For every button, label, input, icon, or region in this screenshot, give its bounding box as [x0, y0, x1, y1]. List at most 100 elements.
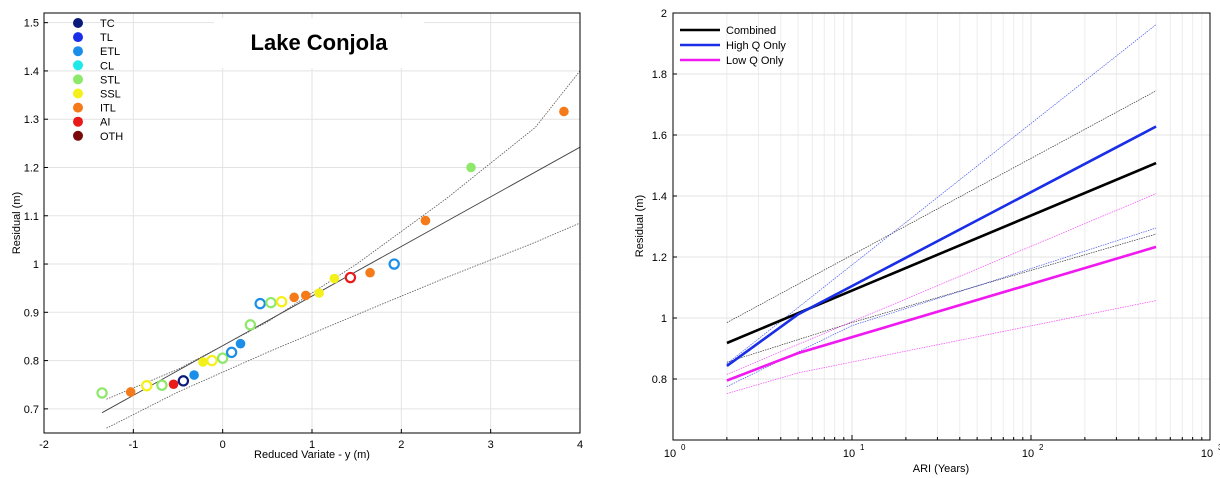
- left-fit-line: [101, 146, 581, 414]
- data-point: [189, 370, 199, 380]
- left-chart-y-ticks: 0.7 0.8 0.9 1 1.1 1.2 1.3 1.4 1.5: [24, 18, 48, 416]
- right-y-tick-label: 0.8: [652, 374, 667, 386]
- right-x-tick-exponent: 3: [1218, 443, 1220, 452]
- data-point: [235, 338, 246, 349]
- data-point: [466, 162, 476, 173]
- left-chart-legend: TC TL ETL CL STL SSL ITL AI OTH: [73, 18, 123, 143]
- legend-label: STL: [100, 74, 120, 86]
- data-point: [420, 215, 431, 226]
- left-y-tick-label: 1.3: [24, 114, 39, 126]
- legend-marker: [73, 60, 83, 71]
- left-chart-grid: [43, 13, 581, 433]
- left-chart-title: Lake Conjola: [251, 30, 389, 55]
- right-y-tick-label: 1.6: [652, 130, 667, 142]
- ci-lower-line: [726, 300, 1157, 394]
- right-x-tick-label: 10: [843, 448, 855, 460]
- right-x-tick-exponent: 2: [1039, 443, 1044, 452]
- right-y-tick-label: 2: [661, 8, 667, 20]
- legend-label: Combined: [726, 25, 776, 37]
- data-point: [275, 295, 288, 308]
- left-y-tick-label: 1.1: [24, 211, 39, 223]
- data-point: [329, 273, 340, 284]
- right-x-tick-exponent: 1: [860, 443, 865, 452]
- legend-marker: [73, 46, 83, 57]
- legend-marker: [73, 88, 83, 99]
- right-chart-series-lines: [726, 125, 1157, 382]
- right-chart-confidence-lines: [726, 24, 1157, 394]
- legend-label: ETL: [100, 46, 120, 58]
- legend-marker: [73, 32, 83, 43]
- data-point: [300, 290, 311, 301]
- chart-lake-conjola: -2 -1 0 1 2 3 4 0.7 0.8 0.9 1 1.1 1.2 1.3 1.4 1.5 Lake…: [11, 12, 583, 461]
- right-x-tick-exponent: 0: [681, 443, 686, 452]
- right-chart-x-label: ARI (Years): [913, 463, 969, 475]
- data-point: [225, 346, 238, 359]
- ci-upper-line: [726, 24, 1157, 365]
- left-y-tick-label: 0.8: [24, 356, 39, 368]
- data-point: [254, 297, 266, 310]
- right-x-tick-label: 10: [1022, 448, 1034, 460]
- data-point: [314, 288, 324, 298]
- legend-marker: [73, 18, 83, 28]
- data-point: [265, 296, 277, 309]
- data-point: [206, 354, 218, 367]
- left-x-tick-label: 4: [577, 439, 583, 451]
- left-y-tick-label: 1.5: [24, 18, 39, 30]
- left-chart-y-label: Residual (m): [11, 192, 23, 254]
- left-y-tick-label: 1.2: [24, 162, 39, 174]
- left-lower-line: [106, 222, 581, 429]
- legend-marker: [73, 116, 83, 127]
- data-point: [177, 375, 190, 387]
- data-point: [96, 387, 108, 399]
- data-point: [559, 106, 569, 117]
- right-y-tick-label: 1.8: [652, 69, 667, 81]
- left-y-tick-label: 0.7: [24, 404, 39, 416]
- left-x-tick-label: 1: [309, 439, 315, 451]
- data-point: [168, 379, 179, 390]
- legend-label: High Q Only: [726, 40, 786, 52]
- right-chart-x-ticks: 10 0 10 1 10 2 10 3: [664, 435, 1220, 460]
- legend-label: TL: [100, 32, 113, 44]
- ci-upper-line: [726, 193, 1157, 375]
- right-chart-grid: [672, 12, 1211, 440]
- right-chart-y-label: Residual (m): [634, 195, 646, 257]
- data-point: [141, 379, 153, 392]
- data-point: [156, 379, 168, 391]
- ci-lower-line: [726, 233, 1157, 363]
- left-chart-x-ticks: -2 -1 0 1 2 3 4: [39, 429, 583, 451]
- data-point: [125, 387, 136, 397]
- right-chart-legend: Combined High Q Only Low Q Only: [680, 25, 786, 67]
- left-chart-title-background: [214, 18, 424, 68]
- right-chart-y-ticks: 0.8 1 1.2 1.4 1.6 1.8 2: [652, 8, 677, 386]
- data-point: [198, 357, 208, 367]
- legend-marker: [73, 102, 83, 113]
- legend-marker: [73, 74, 83, 85]
- ci-upper-line: [726, 90, 1157, 323]
- left-x-tick-label: 0: [220, 439, 226, 451]
- chart-ari-residual: 10 0 10 1 10 2 10 3 0.8 1 1.2 1.4 1.6 1.8 2 Combined H…: [634, 8, 1220, 475]
- left-chart-x-label: Reduced Variate - y (m): [254, 449, 370, 461]
- left-y-tick-label: 1.4: [24, 66, 39, 78]
- series-line: [726, 125, 1157, 367]
- left-y-tick-label: 0.9: [24, 307, 39, 319]
- legend-label: SSL: [100, 89, 121, 101]
- right-x-tick-label: 10: [1201, 448, 1213, 460]
- left-chart-fit-lines: [101, 70, 581, 429]
- right-x-tick-label: 10: [664, 448, 676, 460]
- legend-label: OTH: [100, 131, 123, 143]
- left-x-tick-label: 2: [398, 439, 404, 451]
- data-point: [344, 271, 357, 284]
- data-point: [289, 292, 299, 303]
- data-point: [388, 258, 400, 270]
- legend-marker: [73, 130, 83, 141]
- left-upper-line: [106, 70, 581, 400]
- right-y-tick-label: 1.4: [652, 191, 667, 203]
- right-chart-axes-box: [672, 12, 1211, 441]
- right-y-tick-label: 1.2: [652, 252, 667, 264]
- left-y-tick-label: 1: [33, 259, 39, 271]
- legend-label: TC: [100, 18, 115, 30]
- data-point: [216, 352, 229, 364]
- left-x-tick-label: 3: [488, 439, 494, 451]
- right-y-tick-label: 1: [661, 313, 667, 325]
